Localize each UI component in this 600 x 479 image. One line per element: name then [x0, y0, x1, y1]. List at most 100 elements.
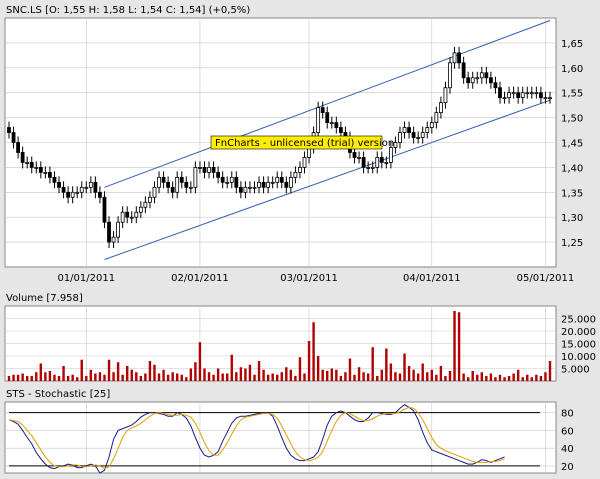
candle-body — [411, 132, 416, 138]
candle-body — [88, 181, 93, 188]
candle-body — [198, 166, 202, 169]
candle-body — [84, 186, 89, 189]
volume-bar — [303, 373, 306, 381]
volume-bar — [80, 359, 83, 381]
volume-bar — [394, 372, 397, 381]
date-tick-label: 02/01/2011 — [171, 273, 229, 284]
channel-line — [104, 99, 551, 261]
candle-body — [502, 97, 507, 100]
candle-body — [193, 166, 198, 188]
volume-bar — [85, 376, 88, 381]
candle-body — [325, 112, 330, 123]
volume-bar — [357, 367, 361, 381]
candle-body — [520, 92, 525, 99]
candle-body — [202, 166, 207, 173]
candle-body — [61, 186, 66, 193]
volume-bar — [276, 374, 279, 381]
volume-bar — [471, 371, 474, 381]
volume-bar — [189, 368, 193, 381]
candle-body — [16, 142, 20, 153]
volume-bar — [526, 374, 529, 381]
volume-bar — [266, 374, 270, 381]
volume-bar — [257, 361, 261, 381]
date-tick-label: 05/01/2011 — [517, 273, 575, 284]
volume-bar — [271, 373, 274, 381]
candle-body — [243, 186, 248, 193]
volume-bar — [121, 374, 124, 381]
candle-body — [270, 181, 275, 184]
price-y-tick-label: 1,25 — [561, 238, 583, 249]
volume-bar — [39, 363, 43, 381]
volume-bar — [235, 372, 238, 381]
candle-body — [293, 171, 298, 178]
volume-bar — [498, 374, 502, 381]
candle-body — [320, 107, 325, 114]
candle-body — [120, 211, 125, 223]
candle-body — [7, 127, 11, 133]
candle-body — [475, 77, 480, 80]
candle-body — [11, 132, 16, 143]
candle-body — [225, 181, 230, 184]
volume-bar — [203, 368, 206, 381]
volume-bar — [398, 373, 402, 381]
volume-bar — [421, 363, 424, 381]
candle-body — [288, 176, 293, 188]
candle-body — [334, 122, 339, 128]
volume-bar — [171, 372, 174, 381]
candle-body — [507, 92, 511, 99]
candle-body — [266, 181, 271, 188]
stochastic-y-tick-label: 20 — [561, 462, 574, 473]
volume-bar — [348, 358, 352, 381]
volume-bar — [516, 369, 520, 381]
candle-body — [143, 201, 148, 208]
candle-body — [534, 92, 539, 95]
candle-body — [148, 196, 152, 203]
candle-body — [184, 181, 189, 188]
volume-bar — [376, 376, 379, 381]
volume-bar — [330, 368, 333, 381]
volume-bar — [366, 373, 370, 381]
volume-bar — [53, 374, 56, 381]
candle-body — [284, 181, 289, 188]
candle-body — [375, 157, 380, 168]
candle-body — [402, 127, 407, 133]
volume-bar — [326, 371, 329, 381]
candle-body — [175, 176, 180, 193]
volume-bar — [507, 376, 511, 381]
volume-bar — [244, 368, 247, 381]
volume-bar — [157, 373, 161, 381]
volume-bar — [30, 376, 33, 381]
candle-body — [361, 157, 366, 168]
volume-bar — [380, 369, 383, 381]
candle-body — [170, 186, 175, 193]
volume-bar — [462, 373, 465, 381]
volume-bar — [75, 377, 79, 381]
candle-body — [329, 122, 334, 124]
volume-bar — [521, 377, 524, 381]
candle-body — [43, 171, 48, 174]
volume-bar — [35, 372, 38, 381]
candle-body — [125, 211, 130, 218]
stochastic-d-line — [8, 406, 505, 470]
volume-bar — [294, 376, 297, 381]
candle-body — [498, 87, 502, 99]
volume-bars — [7, 311, 552, 381]
volume-bar — [185, 377, 188, 381]
volume-bar — [139, 376, 143, 381]
volume-bar — [207, 372, 211, 381]
candle-body — [20, 152, 25, 163]
candle-body — [157, 176, 161, 188]
volume-bar — [371, 347, 374, 381]
volume-bar — [430, 369, 433, 381]
candle-body — [388, 147, 393, 163]
price-y-tick-label: 1,65 — [561, 39, 583, 50]
volume-bar — [230, 354, 233, 381]
candle-body — [302, 157, 307, 168]
volume-bar — [339, 376, 343, 381]
volume-bar — [344, 372, 347, 381]
candle-body — [111, 236, 116, 243]
date-tick-label: 01/01/2011 — [57, 273, 115, 284]
candle-body — [488, 77, 493, 84]
volume-bar — [221, 373, 224, 381]
